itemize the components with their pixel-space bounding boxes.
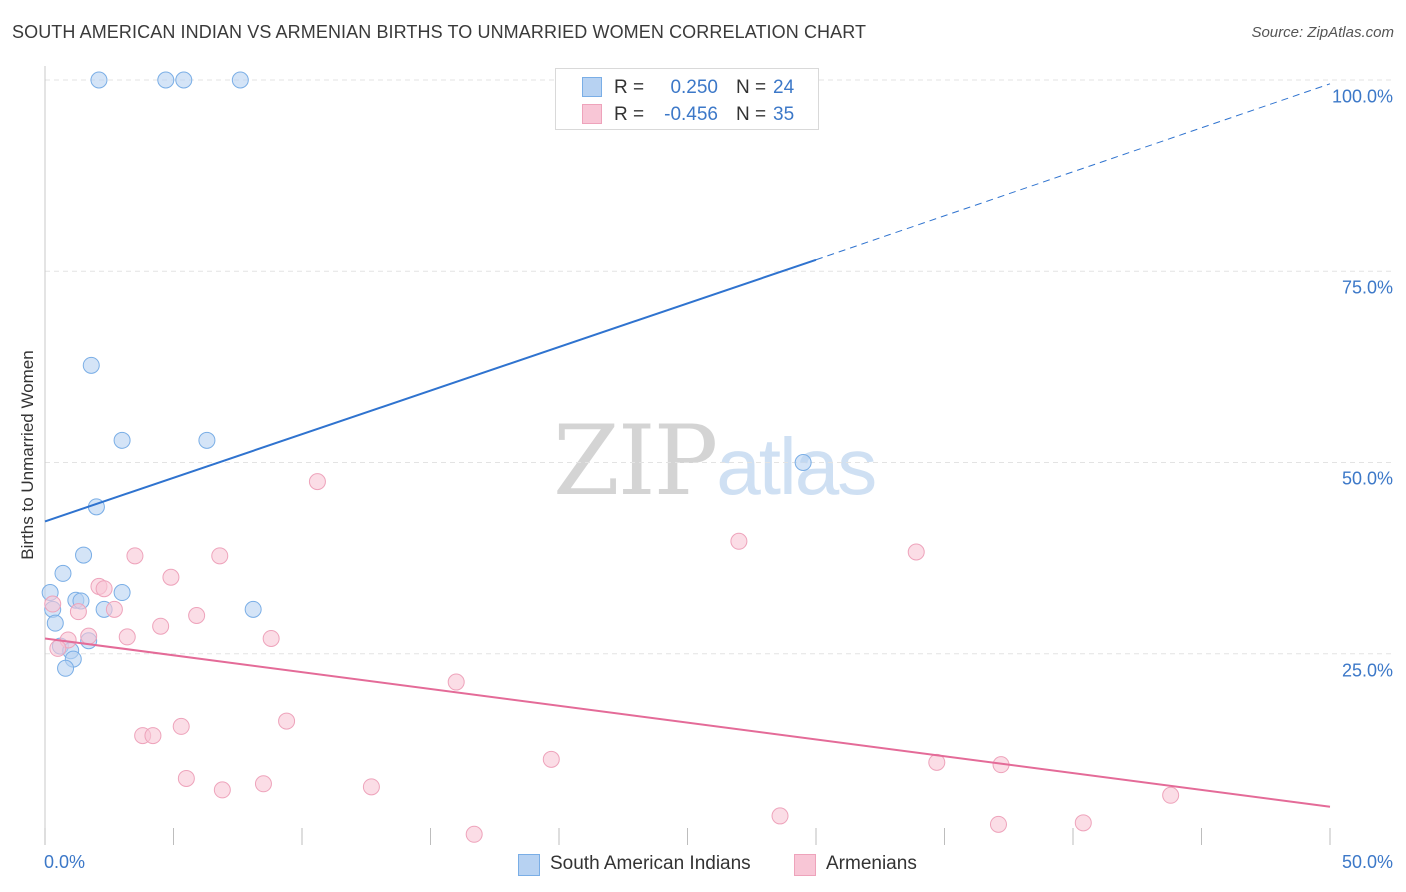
data-point-armenians — [95, 580, 113, 598]
chart-title: SOUTH AMERICAN INDIAN VS ARMENIAN BIRTHS… — [12, 22, 867, 42]
data-point-armenians — [362, 778, 380, 796]
x-tick-label: 50.0% — [1341, 852, 1393, 872]
r-value: 0.250 — [670, 77, 718, 98]
data-point-armenians — [213, 781, 231, 799]
data-point-armenians — [262, 629, 280, 647]
y-tick-label: 75.0% — [1341, 277, 1393, 298]
data-point-south-american-indians — [82, 356, 100, 374]
data-point-armenians — [44, 595, 62, 613]
data-point-armenians — [989, 815, 1007, 833]
legend-label: Armenians — [826, 853, 917, 874]
data-point-armenians — [1074, 814, 1092, 832]
legend-swatch-pink — [794, 854, 816, 876]
data-point-south-american-indians — [175, 71, 193, 89]
x-tick-label: 0.0% — [44, 852, 86, 872]
data-point-armenians — [80, 627, 98, 645]
data-point-armenians — [254, 775, 272, 793]
data-point-south-american-indians — [75, 546, 93, 564]
data-point-armenians — [162, 568, 180, 586]
data-point-armenians — [105, 600, 123, 618]
r-label: R = — [614, 104, 645, 125]
r-label: R = — [614, 77, 645, 98]
data-point-south-american-indians — [113, 584, 131, 602]
correlation-stats-box: R = 0.250 N = 24 R = -0.456 N = 35 — [555, 68, 819, 130]
blue-swatch — [582, 77, 602, 97]
data-point-south-american-indians — [198, 431, 216, 449]
data-point-armenians — [907, 543, 925, 561]
data-point-armenians — [465, 825, 483, 843]
stats-row-armenians: R = -0.456 N = 35 — [556, 100, 818, 128]
data-point-armenians — [118, 628, 136, 646]
legend-label: South American Indians — [550, 853, 751, 874]
y-tick-label: 100.0% — [1331, 86, 1393, 107]
y-axis-label: Births to Unmarried Women — [18, 350, 37, 560]
data-point-armenians — [152, 617, 170, 635]
data-point-south-american-indians — [90, 71, 108, 89]
data-point-south-american-indians — [794, 454, 812, 471]
data-point-south-american-indians — [231, 71, 249, 89]
data-point-armenians — [188, 607, 206, 624]
data-point-south-american-indians — [57, 659, 75, 677]
data-point-armenians — [49, 639, 67, 657]
data-point-south-american-indians — [46, 614, 64, 632]
data-point-armenians — [172, 717, 190, 735]
data-point-armenians — [211, 547, 229, 565]
data-point-armenians — [447, 673, 465, 691]
n-label: N = — [736, 77, 767, 98]
data-point-armenians — [278, 712, 296, 730]
y-tick-label: 50.0% — [1341, 468, 1393, 489]
data-point-armenians — [542, 750, 560, 768]
data-point-armenians — [144, 727, 162, 745]
legend-swatch-blue — [518, 854, 540, 876]
data-point-south-american-indians — [113, 431, 131, 449]
stats-row-south-american-indians: R = 0.250 N = 24 — [556, 73, 818, 101]
trend-line-south-american-indians — [44, 258, 817, 523]
pink-swatch — [582, 104, 602, 124]
data-point-armenians — [126, 547, 144, 565]
data-point-armenians — [730, 532, 748, 550]
data-point-south-american-indians — [54, 564, 72, 582]
data-point-south-american-indians — [157, 71, 175, 89]
source-credit: Source: ZipAtlas.com — [1251, 24, 1394, 41]
r-value: -0.456 — [664, 104, 718, 125]
trend-line-extension-south-american-indians — [815, 83, 1331, 261]
y-tick-label: 25.0% — [1341, 660, 1393, 681]
n-value: 35 — [773, 104, 795, 125]
data-point-armenians — [1162, 786, 1180, 804]
trend-line-armenians — [44, 637, 1331, 808]
n-label: N = — [736, 104, 767, 125]
data-point-south-american-indians — [244, 600, 262, 618]
data-point-armenians — [308, 473, 326, 491]
data-point-armenians — [177, 769, 195, 787]
data-point-armenians — [771, 807, 789, 825]
n-value: 24 — [773, 77, 795, 98]
data-point-armenians — [69, 603, 87, 621]
